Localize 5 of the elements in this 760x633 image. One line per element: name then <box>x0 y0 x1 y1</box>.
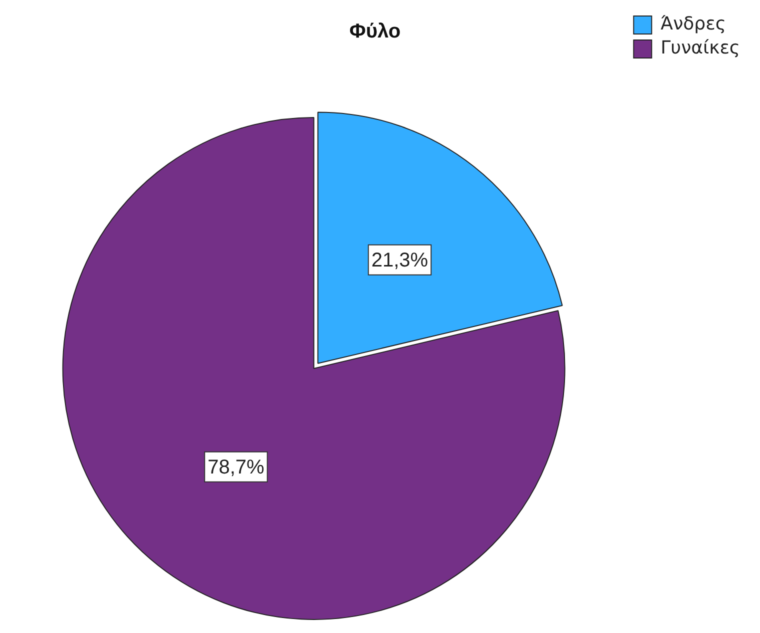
chart-title: Φύλο <box>349 20 401 43</box>
data-label: 21,3% <box>371 249 428 272</box>
legend-label: Άνδρες <box>660 14 726 35</box>
legend-label: Γυναίκες <box>660 38 740 59</box>
data-label: 78,7% <box>208 456 265 478</box>
